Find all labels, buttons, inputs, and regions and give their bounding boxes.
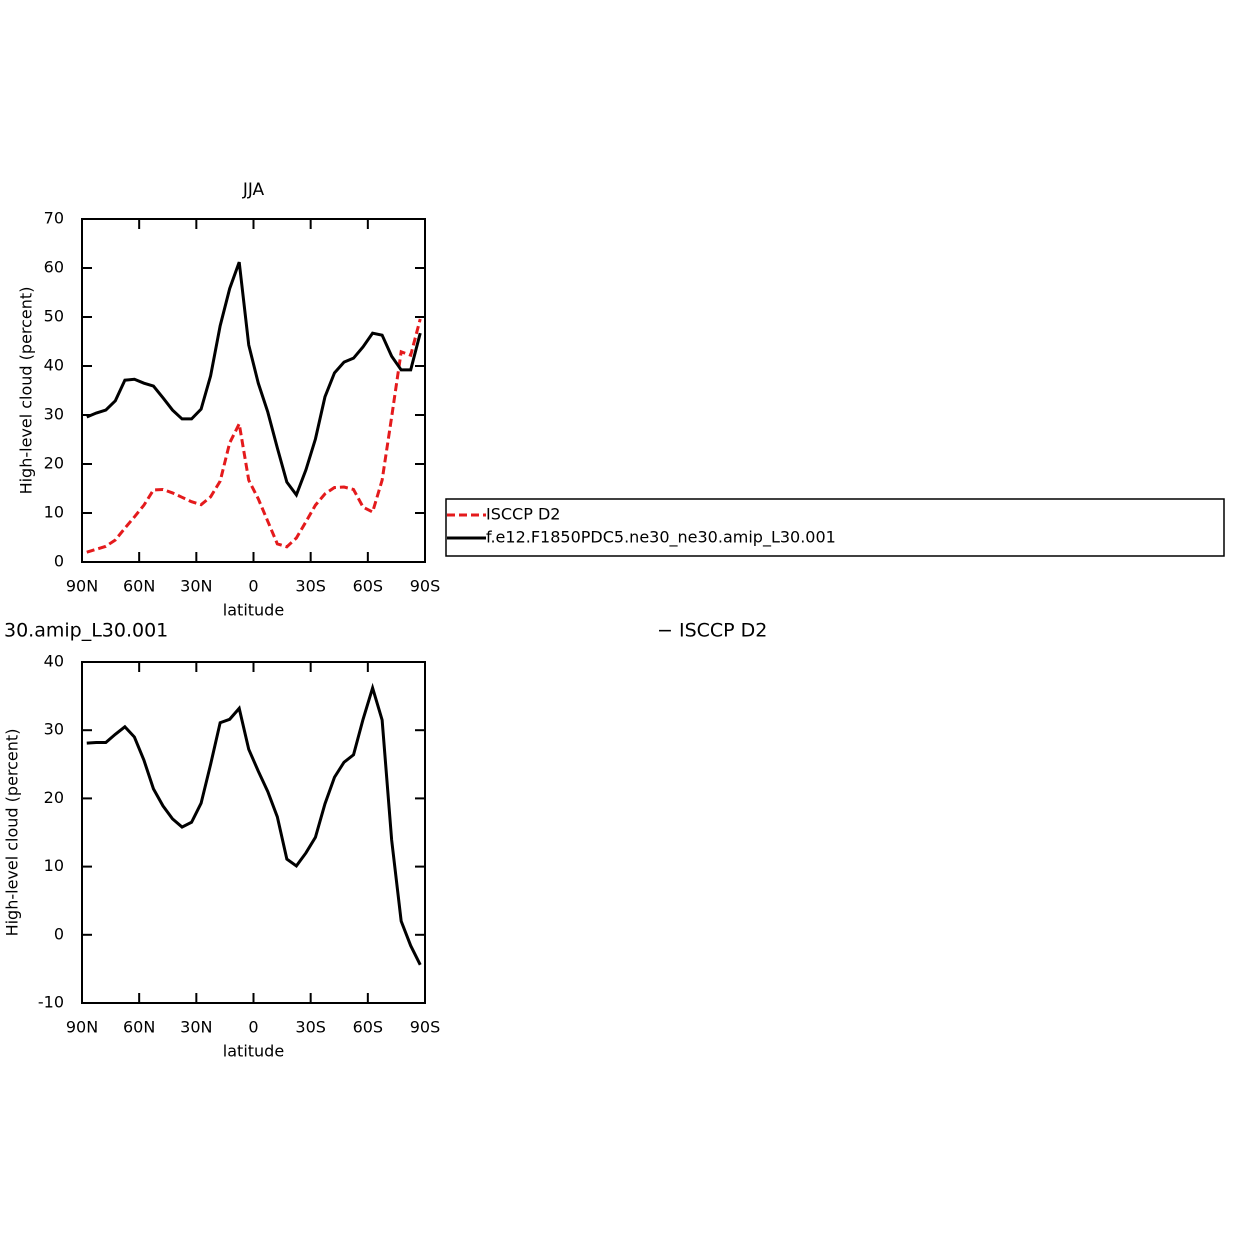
y-tick-label: 40 [44,652,64,671]
x-tick-label: 0 [248,577,258,596]
plot-frame [81,661,426,1004]
data-line [86,318,422,554]
y-tick-label: 10 [44,503,64,522]
y-tick-label: 30 [44,405,64,424]
y-tick-label: 40 [44,356,64,375]
x-axis-label: latitude [223,601,284,620]
x-tick-label: 60N [123,1018,155,1037]
legend-label: ISCCP D2 [486,505,560,524]
legend: ISCCP D2 f.e12.F1850PDC5.ne30_ne30.amip_L… [445,498,1225,557]
x-tick-label: 90S [410,1018,441,1037]
x-tick-label: 90N [66,1018,98,1037]
chart-title-right: − ISCCP D2 [657,620,767,642]
y-tick-label: 10 [44,856,64,875]
y-tick-label: 30 [44,720,64,739]
y-tick-label: 20 [44,788,64,807]
x-tick-label: 60S [353,1018,384,1037]
legend-label: f.e12.F1850PDC5.ne30_ne30.amip_L30.001 [486,528,836,548]
legend-box [445,498,1225,557]
chart-title-left: 30.amip_L30.001 [4,620,168,642]
y-axis-label: High-level cloud (percent) [3,729,22,937]
x-tick-label: 0 [248,1018,258,1037]
y-tick-label: 0 [54,552,64,571]
y-tick-label: 50 [44,307,64,326]
plot-frame [81,218,426,563]
y-tick-label: 0 [54,924,64,943]
y-tick-label: 70 [44,209,64,228]
x-tick-label: 30S [295,577,326,596]
y-tick-label: 60 [44,258,64,277]
x-tick-label: 60S [353,577,384,596]
x-tick-label: 90S [410,577,441,596]
x-axis-label: latitude [223,1042,284,1061]
x-tick-label: 60N [123,577,155,596]
x-tick-label: 30N [180,577,212,596]
y-tick-label: 20 [44,454,64,473]
y-tick-label: -10 [38,993,64,1012]
y-axis-label: High-level cloud (percent) [17,287,36,495]
x-tick-label: 30S [295,1018,326,1037]
data-line [86,261,422,498]
x-tick-label: 30N [180,1018,212,1037]
chart-title: JJA [242,180,265,200]
x-tick-label: 90N [66,577,98,596]
data-line [86,682,422,966]
